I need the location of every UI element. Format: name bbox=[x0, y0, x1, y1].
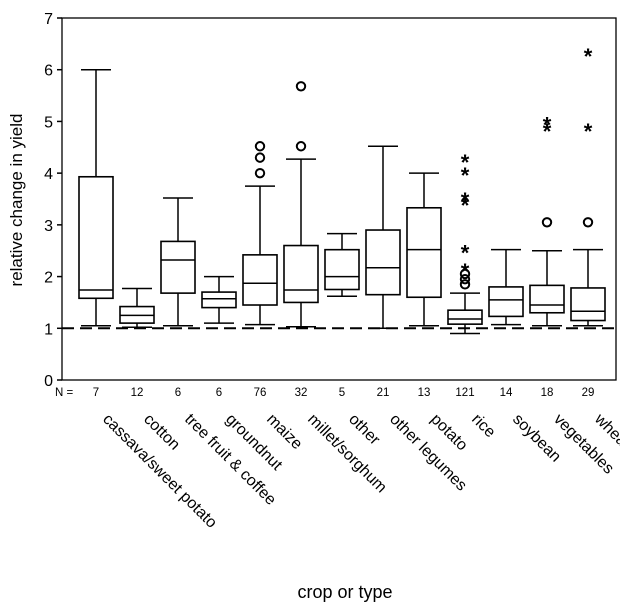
n-count-label: 6 bbox=[216, 387, 222, 399]
outlier-marker bbox=[254, 152, 266, 163]
n-count-label: 6 bbox=[175, 387, 181, 399]
y-tick-label: 5 bbox=[44, 114, 53, 131]
category-label: other bbox=[345, 411, 383, 449]
y-tick-label: 6 bbox=[44, 63, 53, 80]
n-count-label: 5 bbox=[339, 387, 345, 399]
n-count-label: 32 bbox=[295, 387, 308, 399]
y-axis-title: relative change in yield bbox=[7, 114, 26, 287]
n-count-label: 121 bbox=[455, 387, 474, 399]
x-axis-title: crop or type bbox=[297, 582, 392, 602]
n-count-label: 76 bbox=[254, 387, 267, 399]
box bbox=[365, 229, 401, 296]
n-count-label: 29 bbox=[582, 387, 595, 399]
extreme-marker: * bbox=[461, 150, 470, 175]
y-tick-label: 0 bbox=[44, 373, 53, 390]
outlier-marker bbox=[459, 279, 471, 290]
extreme-marker: * bbox=[461, 259, 470, 284]
box bbox=[201, 291, 237, 309]
outlier-marker bbox=[295, 81, 307, 92]
extreme-marker: * bbox=[584, 119, 593, 144]
extreme-marker: * bbox=[584, 44, 593, 69]
category-label: rice bbox=[468, 411, 498, 441]
box bbox=[529, 284, 565, 314]
box bbox=[570, 287, 606, 322]
extreme-marker: * bbox=[461, 241, 470, 266]
n-count-label: 14 bbox=[500, 387, 513, 399]
outlier-marker bbox=[459, 268, 471, 280]
box bbox=[488, 286, 524, 318]
n-count-label: 13 bbox=[418, 387, 431, 399]
outlier-marker bbox=[254, 141, 266, 152]
box bbox=[283, 244, 319, 304]
box bbox=[242, 254, 278, 306]
y-tick-label: 3 bbox=[44, 218, 53, 235]
extreme-marker: * bbox=[461, 188, 470, 213]
extreme-marker: * bbox=[543, 112, 552, 137]
box bbox=[160, 240, 196, 294]
n-count-label: 18 bbox=[541, 387, 554, 399]
y-tick-label: 2 bbox=[44, 270, 53, 287]
box bbox=[78, 175, 114, 300]
extreme-marker: * bbox=[543, 119, 552, 144]
n-count-label: 12 bbox=[131, 387, 144, 399]
box bbox=[447, 309, 483, 325]
y-tick-label: 4 bbox=[44, 166, 53, 183]
y-tick-label: 1 bbox=[44, 321, 53, 338]
outlier-marker bbox=[459, 273, 471, 285]
outlier-marker bbox=[541, 217, 553, 228]
y-tick-label: 7 bbox=[44, 11, 53, 28]
extreme-marker: * bbox=[461, 163, 470, 188]
n-count-label: 7 bbox=[93, 387, 99, 399]
plot-frame bbox=[61, 17, 617, 381]
box bbox=[406, 206, 442, 299]
extreme-marker: * bbox=[461, 193, 470, 218]
outlier-marker bbox=[582, 217, 594, 228]
n-count-label: 21 bbox=[377, 387, 390, 399]
n-prefix-label: N = bbox=[55, 387, 74, 399]
outlier-marker bbox=[295, 141, 307, 152]
outlier-marker bbox=[254, 167, 266, 179]
box bbox=[324, 248, 360, 291]
